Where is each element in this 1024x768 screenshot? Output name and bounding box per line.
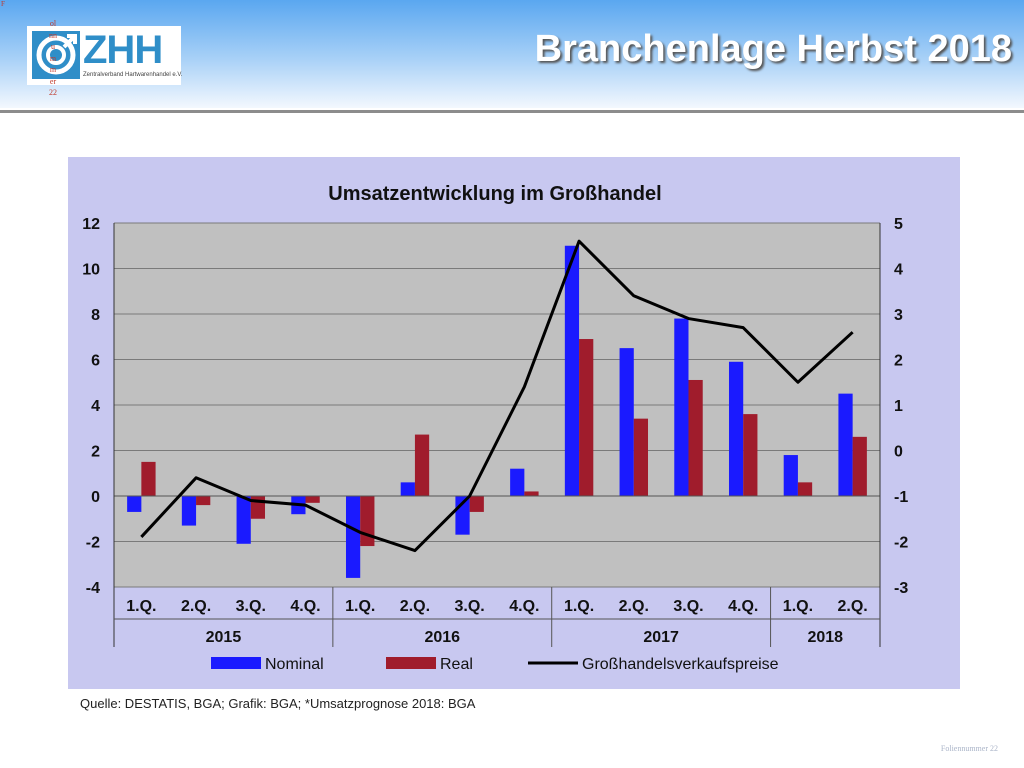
x-tick-label: 4.Q. [728, 598, 758, 615]
bar-nominal [674, 318, 689, 496]
page-title: Branchenlage Herbst 2018 [534, 28, 1012, 70]
source-note: Quelle: DESTATIS, BGA; Grafik: BGA; *Ums… [80, 696, 476, 711]
y-right-tick-label: -1 [894, 489, 908, 506]
y-left-tick-label: -2 [86, 535, 100, 552]
legend-swatch [211, 657, 261, 669]
zhh-logo: ZHH Zentralverband Hartwarenhandel e.V. [27, 26, 183, 85]
chart: Umsatzentwicklung im Großhandel -4 -2 0 2 4 6… [82, 183, 908, 673]
y-right-tick-label: 2 [894, 353, 903, 370]
x-tick-label: 1.Q. [783, 598, 813, 615]
bar-real [305, 496, 320, 503]
y-right-tick-label: 4 [894, 262, 903, 279]
x-tick-label: 2.Q. [181, 598, 211, 615]
x-tick-label: 3.Q. [236, 598, 266, 615]
logo-subtext: Zentralverband Hartwarenhandel e.V. [83, 72, 183, 78]
x-tick-label: 4.Q. [509, 598, 539, 615]
series-line-grosshandelsverkaufspreise [140, 239, 854, 553]
x-tick-label: 1.Q. [126, 598, 156, 615]
bar-real [196, 496, 211, 506]
bar-nominal [783, 455, 798, 496]
y-right-tick-label: 0 [894, 444, 903, 461]
header-divider [0, 110, 1024, 113]
y-right-tick-label: 5 [894, 216, 903, 233]
y-left-tick-label: 12 [82, 216, 100, 233]
x-tick-label: 2.Q. [400, 598, 430, 615]
x-tick-label: 3.Q. [455, 598, 485, 615]
bar-nominal [510, 468, 525, 496]
legend-swatch [386, 657, 436, 669]
y-left-tick-label: -4 [86, 580, 100, 597]
legend-label: Real [440, 656, 473, 673]
logo-emblem-icon [32, 31, 80, 79]
x-tick-label: 1.Q. [345, 598, 375, 615]
y-left-tick-label: 2 [91, 444, 100, 461]
bar-nominal [728, 361, 744, 496]
y-left-tick-label: 6 [91, 353, 100, 370]
y-right-tick-label: 1 [894, 398, 903, 415]
bar-nominal [564, 245, 580, 496]
bar-real [852, 436, 867, 496]
bar-nominal [127, 496, 142, 512]
y-right-tick-label: -3 [894, 580, 908, 597]
x-tick-label: 4.Q. [290, 598, 320, 615]
corner-text: F [1, 0, 5, 8]
bar-real [579, 339, 594, 496]
x-tick-label: 2.Q. [838, 598, 868, 615]
bar-nominal [838, 393, 853, 496]
x-group-label: 2018 [807, 629, 843, 646]
bar-real [360, 496, 375, 547]
bar-nominal [345, 496, 361, 578]
chart-title: Umsatzentwicklung im Großhandel [328, 183, 661, 205]
bar-nominal [236, 496, 251, 544]
bar-real [633, 418, 649, 496]
x-tick-label: 2.Q. [619, 598, 649, 615]
y-right-tick-label: 3 [894, 307, 903, 324]
y-right-tick-label: -2 [894, 535, 908, 552]
bar-nominal [400, 482, 415, 496]
y-left-tick-label: 0 [91, 489, 100, 506]
y-left-tick-label: 4 [91, 398, 100, 415]
bar-nominal [181, 496, 197, 526]
y-left-tick-label: 10 [82, 262, 100, 279]
x-group-label: 2016 [424, 629, 460, 646]
chart-panel: Umsatzentwicklung im Großhandel -4 -2 0 2 4 6… [68, 157, 960, 689]
bar-real [524, 491, 539, 496]
bar-real [688, 379, 703, 496]
logo-text: ZHH [83, 28, 163, 72]
bar-real [141, 461, 156, 496]
y-left-tick-label: 8 [91, 307, 100, 324]
legend-label: Großhandelsverkaufspreise [582, 656, 779, 673]
bar-nominal [619, 348, 634, 496]
legend-label: Nominal [265, 656, 324, 673]
slide-number: Foliennummer 22 [940, 744, 998, 753]
bar-real [743, 414, 758, 496]
bar-real [414, 434, 430, 496]
vertical-slide-text: olnnummer22 [49, 19, 57, 97]
x-group-label: 2015 [206, 629, 242, 646]
x-tick-label: 1.Q. [564, 598, 594, 615]
bar-real [469, 496, 484, 512]
bar-real [797, 482, 813, 496]
x-group-label: 2017 [643, 629, 679, 646]
x-tick-label: 3.Q. [673, 598, 703, 615]
